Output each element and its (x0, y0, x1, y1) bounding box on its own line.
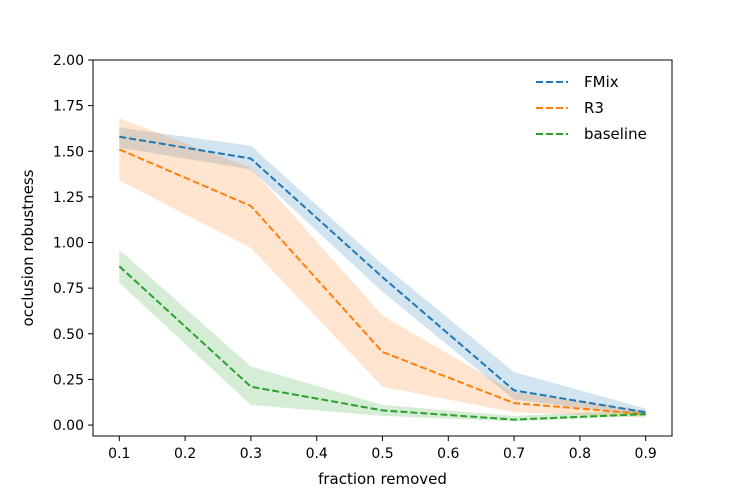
y-tick-label: 0.25 (53, 372, 84, 388)
x-axis-title: fraction removed (318, 470, 447, 488)
x-tick-label: 0.3 (240, 446, 262, 462)
y-tick-label: 1.25 (53, 190, 84, 206)
line-r3 (118, 148, 646, 416)
x-tick-label: 0.4 (306, 446, 328, 462)
x-tick-label: 0.1 (108, 446, 130, 462)
series-lines (118, 135, 646, 421)
x-axis-ticks: 0.1 0.2 0.3 0.4 0.5 0.6 0.7 0.8 0.9 (108, 436, 657, 462)
y-tick-label: 1.75 (53, 99, 84, 115)
band-baseline (119, 249, 646, 422)
y-axis-title: occlusion robustness (19, 169, 37, 326)
y-tick-label: 0.75 (53, 281, 84, 297)
line-baseline (118, 265, 646, 421)
y-tick-label: 1.50 (53, 144, 84, 160)
legend-label-baseline: baseline (584, 125, 647, 143)
x-tick-label: 0.5 (371, 446, 393, 462)
x-tick-label: 0.7 (503, 446, 525, 462)
x-tick-label: 0.8 (569, 446, 591, 462)
line-fmix (119, 135, 646, 414)
y-tick-label: 2.00 (53, 53, 84, 69)
confidence-bands (119, 118, 646, 422)
legend: FMix R3 baseline (536, 73, 647, 143)
x-tick-label: 0.6 (437, 446, 459, 462)
legend-label-r3: R3 (584, 99, 604, 117)
y-tick-label: 0.50 (53, 327, 84, 343)
x-tick-label: 0.9 (635, 446, 657, 462)
legend-label-fmix: FMix (584, 73, 619, 91)
band-r3 (119, 118, 646, 418)
y-axis-ticks: 0.00 0.25 0.50 0.75 1.00 1.25 1.50 1.75 2.00 (53, 53, 93, 434)
y-tick-label: 1.00 (53, 236, 84, 252)
band-fmix (119, 127, 646, 416)
x-tick-label: 0.2 (174, 446, 196, 462)
y-tick-label: 0.00 (53, 418, 84, 434)
